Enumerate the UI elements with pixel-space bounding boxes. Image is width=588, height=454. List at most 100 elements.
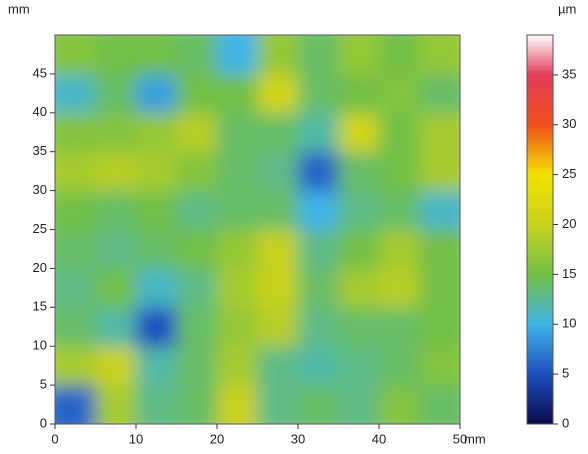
heatmap-cell <box>257 307 299 347</box>
heatmap-cell <box>257 151 299 192</box>
heatmap-cell <box>419 151 460 192</box>
heatmap-cell <box>419 385 460 424</box>
heatmap-cell <box>419 35 460 75</box>
heatmap-cell <box>419 112 460 153</box>
heatmap-cell <box>298 307 339 347</box>
y-tick-label: 45 <box>33 65 47 80</box>
colorbar-tick-label: 30 <box>562 116 576 131</box>
y-tick-label: 0 <box>40 415 47 430</box>
heatmap <box>55 35 460 424</box>
heatmap-cell <box>176 307 218 347</box>
heatmap-cell <box>379 112 420 153</box>
heatmap-cell <box>136 112 177 153</box>
y-tick-label: 25 <box>33 221 47 236</box>
heatmap-cell <box>55 229 96 269</box>
heatmap-cell <box>176 112 218 153</box>
heatmap-cell <box>298 268 339 308</box>
heatmap-cell <box>176 35 218 75</box>
heatmap-cell <box>379 346 420 386</box>
heatmap-cell <box>257 190 299 230</box>
heatmap-cell <box>338 73 380 114</box>
heatmap-cell <box>217 73 258 114</box>
heatmap-cell <box>419 307 460 347</box>
heatmap-cell <box>338 151 380 192</box>
y-tick-label: 40 <box>33 104 47 119</box>
x-tick-label: 50 <box>453 431 467 446</box>
heatmap-cell <box>338 35 380 75</box>
heatmap-cell <box>217 151 258 192</box>
heatmap-cell <box>136 190 177 230</box>
colorbar <box>526 34 554 425</box>
heatmap-cell <box>338 229 380 269</box>
heatmap-cell <box>176 151 218 192</box>
heatmap-cell <box>217 112 258 153</box>
y-tick-label: 20 <box>33 260 47 275</box>
colorbar-tick-label: 20 <box>562 216 576 231</box>
heatmap-cell <box>95 268 137 308</box>
heatmap-cell <box>338 268 380 308</box>
heatmap-cell <box>379 307 420 347</box>
heatmap-cell <box>55 385 96 424</box>
heatmap-cell <box>379 151 420 192</box>
heatmap-cell <box>419 346 460 386</box>
y-tick-label: 35 <box>33 143 47 158</box>
colorbar-tick-label: 10 <box>562 316 576 331</box>
heatmap-cell <box>379 268 420 308</box>
heatmap-cell <box>298 346 339 386</box>
heatmap-cell <box>298 73 339 114</box>
heatmap-cell <box>419 268 460 308</box>
heatmap-cell <box>419 190 460 230</box>
heatmap-cell <box>257 346 299 386</box>
heatmap-cell <box>217 268 258 308</box>
heatmap-cell <box>217 346 258 386</box>
colorbar-label: µm <box>558 1 576 16</box>
heatmap-cell <box>136 346 177 386</box>
heatmap-cell <box>176 385 218 424</box>
heatmap-cell <box>217 385 258 424</box>
heatmap-cell <box>95 190 137 230</box>
heatmap-cell <box>95 151 137 192</box>
heatmap-cell <box>95 112 137 153</box>
heatmap-cell <box>257 385 299 424</box>
colorbar-tick-label: 25 <box>562 166 576 181</box>
heatmap-cell <box>257 73 299 114</box>
colorbar-tick-label: 5 <box>562 366 569 381</box>
heatmap-cell <box>55 151 96 192</box>
heatmap-cell <box>257 112 299 153</box>
heatmap-cell <box>95 35 137 75</box>
heatmap-cell <box>95 73 137 114</box>
heatmap-cell <box>419 73 460 114</box>
colorbar-tick-label: 35 <box>562 66 576 81</box>
heatmap-cell <box>55 73 96 114</box>
heatmap-cell <box>95 346 137 386</box>
heatmap-cell <box>55 190 96 230</box>
y-tick-label: 15 <box>33 299 47 314</box>
heatmap-cell <box>217 190 258 230</box>
colorbar-tick-label: 0 <box>562 415 569 430</box>
x-tick-label: 30 <box>291 431 305 446</box>
heatmap-cell <box>298 151 339 192</box>
heatmap-cell <box>257 268 299 308</box>
heatmap-cell <box>176 346 218 386</box>
heatmap-cell <box>136 307 177 347</box>
heatmap-cell <box>298 229 339 269</box>
heatmap-cell <box>136 151 177 192</box>
heatmap-cell <box>95 307 137 347</box>
y-axis-label: mm <box>8 1 30 16</box>
heatmap-cell <box>338 112 380 153</box>
heatmap-cell <box>55 112 96 153</box>
heatmap-cell <box>95 229 137 269</box>
heatmap-cell <box>55 307 96 347</box>
heatmap-cell <box>136 73 177 114</box>
heatmap-cell <box>338 190 380 230</box>
heatmap-cell <box>95 385 137 424</box>
heatmap-cell <box>298 385 339 424</box>
y-tick-label: 5 <box>40 377 47 392</box>
heatmap-cell <box>217 307 258 347</box>
heatmap-cell <box>298 35 339 75</box>
x-tick-label: 40 <box>372 431 386 446</box>
heatmap-cell <box>217 229 258 269</box>
heatmap-cell <box>136 35 177 75</box>
heatmap-cell <box>338 307 380 347</box>
